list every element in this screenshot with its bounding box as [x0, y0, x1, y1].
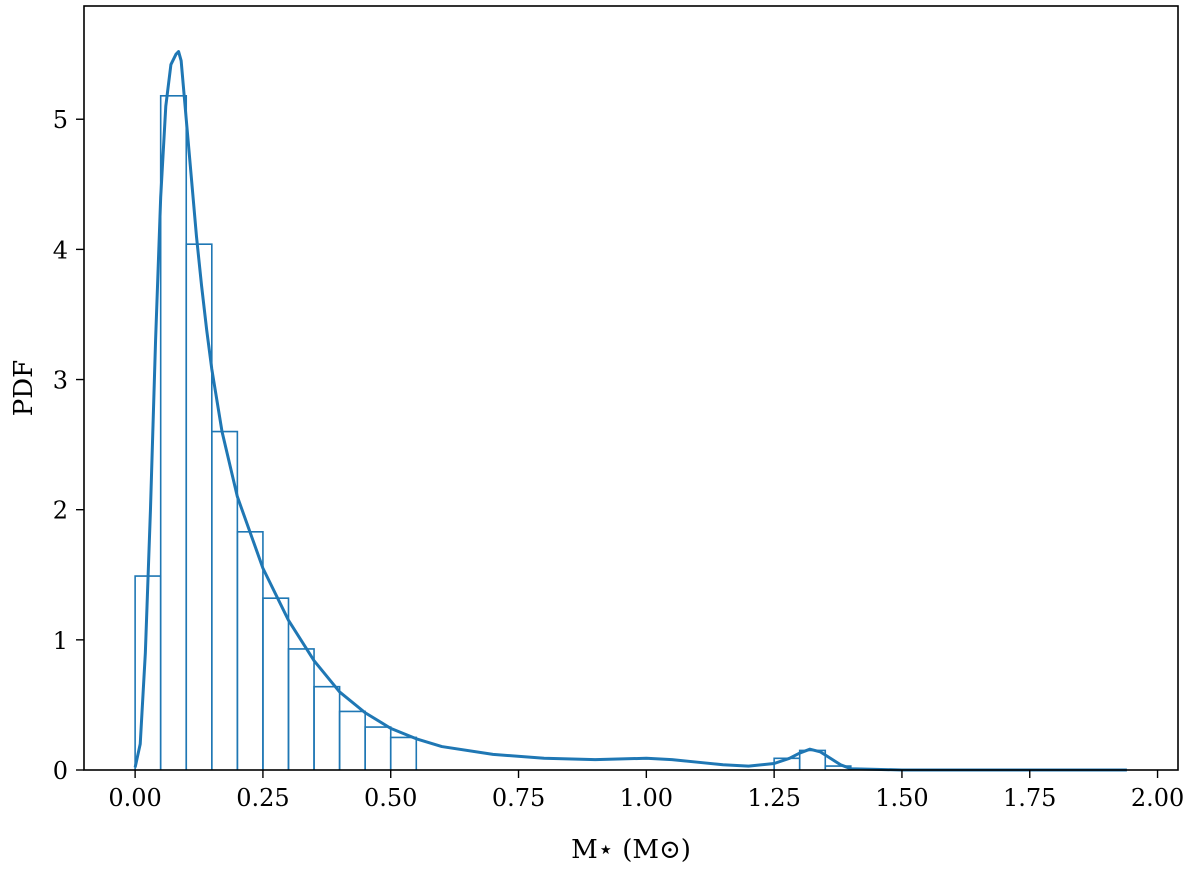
histogram-bin — [236, 531, 264, 770]
histogram-bin — [338, 710, 366, 770]
y-tick-label: 2 — [53, 497, 68, 525]
plot-area — [133, 50, 1127, 772]
y-tick-label: 1 — [53, 627, 68, 655]
histogram-bin — [185, 243, 213, 770]
histogram-bin — [287, 648, 315, 770]
x-axis-ticks: 0.00 0.25 0.50 0.75 1.00 1.25 1.50 1.75 2.00 — [108, 770, 1184, 812]
x-tick-label: 0.25 — [236, 784, 289, 812]
x-tick-label: 1.00 — [620, 784, 673, 812]
histogram-bin — [262, 597, 290, 770]
y-tick-label: 3 — [53, 367, 68, 395]
x-tick-label: 0.50 — [364, 784, 417, 812]
plot-frame — [83, 5, 1179, 771]
histogram-bin — [159, 95, 188, 770]
x-tick-label: 0.75 — [492, 784, 545, 812]
y-tick-label: 0 — [53, 757, 68, 785]
x-tick-label: 1.75 — [1003, 784, 1056, 812]
y-axis-label: PDF — [9, 360, 39, 416]
x-tick-label: 1.25 — [747, 784, 800, 812]
kde-line — [133, 50, 1127, 772]
histogram-bin — [313, 685, 341, 770]
y-axis-ticks: 0 1 2 3 4 5 — [53, 106, 84, 785]
x-axis-label: M⋆ (M⊙) — [571, 835, 691, 865]
x-tick-label: 2.00 — [1131, 784, 1184, 812]
y-tick-label: 4 — [53, 236, 68, 264]
x-tick-label: 1.50 — [875, 784, 928, 812]
histogram-bin — [389, 736, 418, 770]
x-tick-label: 0.00 — [108, 784, 161, 812]
y-tick-label: 5 — [53, 106, 68, 134]
histogram-bin — [364, 726, 392, 770]
